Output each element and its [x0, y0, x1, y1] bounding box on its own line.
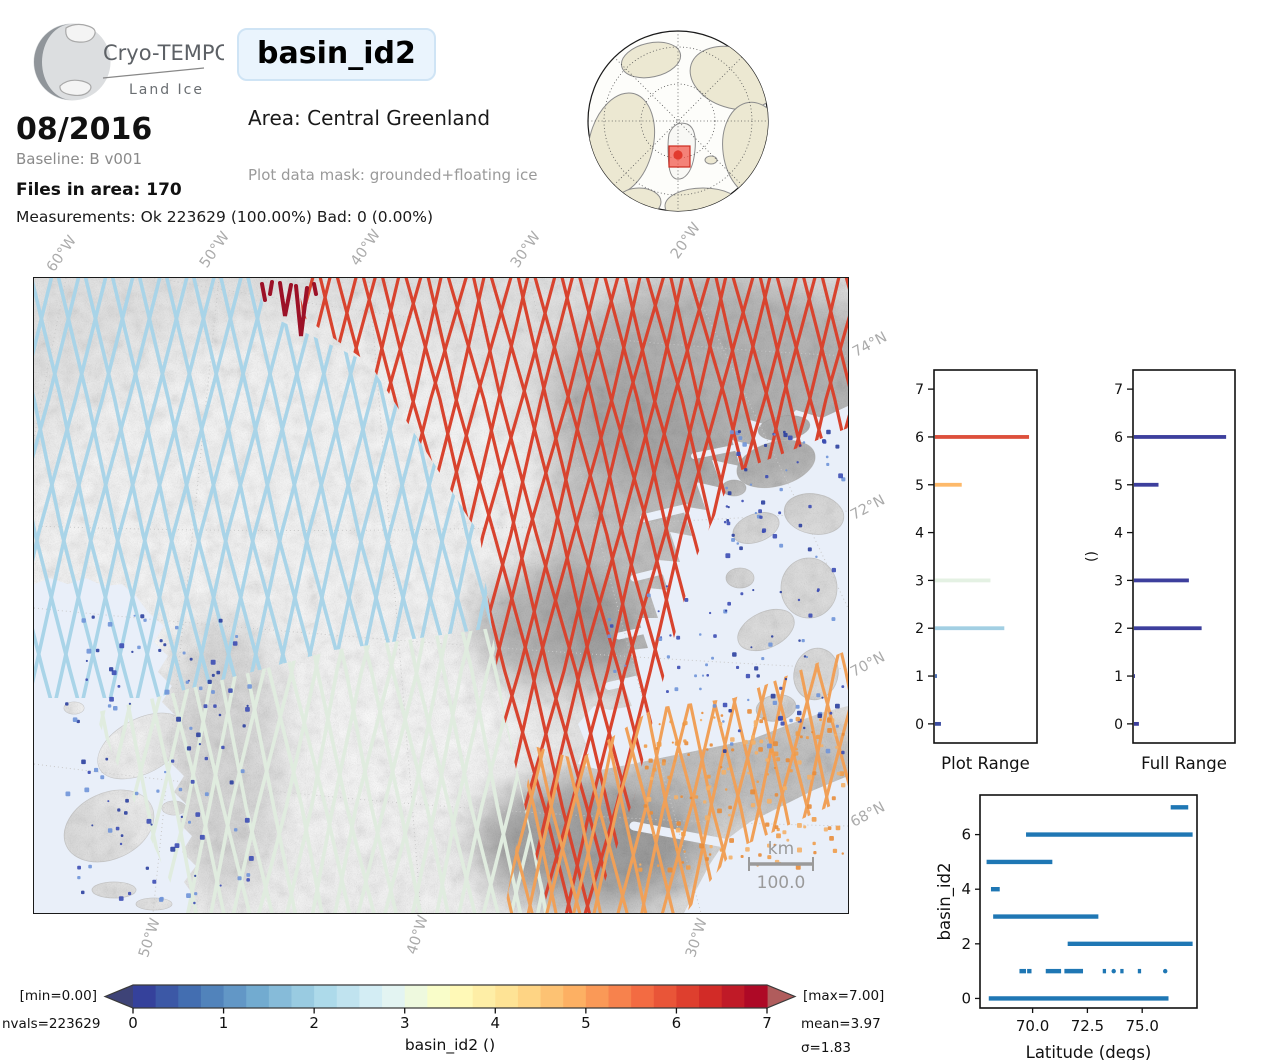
svg-text:6: 6 [961, 826, 971, 844]
svg-text:4: 4 [961, 880, 971, 898]
bar-6 [1134, 435, 1227, 439]
svg-text:3: 3 [915, 573, 924, 589]
bar-3 [935, 578, 991, 583]
bar-1 [1134, 674, 1135, 678]
lon-label-bot-50w: 50°W [136, 916, 164, 960]
svg-text:2: 2 [915, 621, 924, 637]
logo-greenland-icon [65, 23, 96, 43]
svg-text:Full Range: Full Range [1141, 754, 1227, 772]
svg-text:2: 2 [1114, 621, 1123, 637]
scalebar-unit: km [768, 839, 794, 859]
scalebar-length: 100.0 [757, 873, 806, 893]
bar-0 [935, 721, 941, 726]
svg-text:2: 2 [961, 935, 971, 953]
lon-label-top-40w: 40°W [347, 227, 385, 269]
svg-text:0: 0 [1114, 717, 1123, 733]
svg-text:0: 0 [128, 1014, 138, 1032]
svg-text:70.0: 70.0 [1016, 1017, 1049, 1035]
lon-label-top-30w: 30°W [507, 229, 545, 271]
logo-title: Cryo-TEMPO [103, 41, 224, 65]
lat-label-68n: 68°N [848, 799, 888, 831]
plot-mask-label: Plot data mask: grounded+floating ice [248, 166, 538, 184]
variable-badge: basin_id2 [237, 28, 436, 81]
svg-text:basin_id2: basin_id2 [935, 862, 955, 940]
bar-5 [935, 482, 962, 487]
colorbar: 0 1 2 3 4 5 6 7 basin_id2 () [min=0.00] nvals=2236… [2, 984, 884, 1056]
coastal-data-speckles [65, 429, 846, 905]
map-scalebar: km 100.0 [748, 839, 814, 893]
bar-6 [935, 435, 1030, 439]
svg-text:6: 6 [672, 1014, 682, 1032]
svg-text:3: 3 [1114, 573, 1123, 589]
svg-text:0: 0 [915, 717, 924, 733]
files-in-area-label: Files in area: 170 [16, 180, 182, 200]
svg-text:6: 6 [1114, 430, 1123, 446]
area-label: Area: Central Greenland [248, 106, 491, 130]
svg-text:5: 5 [581, 1014, 591, 1032]
bar-0 [1134, 721, 1139, 726]
lon-label-top-20w: 20°W [667, 220, 705, 262]
plot-range-histogram: 0 1 2 3 4 5 6 7 Plot Range [915, 369, 1038, 772]
lon-label-top-60w: 60°W [43, 233, 81, 275]
svg-text:1: 1 [219, 1014, 229, 1032]
logo-subtitle: Land Ice [129, 82, 204, 98]
svg-text:[min=0.00]: [min=0.00] [20, 988, 97, 1004]
lat-label-70n: 70°N [848, 649, 888, 681]
measurements-label: Measurements: Ok 223629 (100.00%) Bad: 0… [16, 208, 434, 226]
svg-text:4: 4 [1114, 526, 1123, 542]
svg-text:0: 0 [961, 989, 971, 1007]
svg-text:basin_id2 (): basin_id2 () [405, 1036, 495, 1055]
logo-crescent-icon [34, 24, 72, 100]
bar-1 [935, 674, 937, 678]
svg-text:nvals=223629: nvals=223629 [2, 1016, 100, 1032]
logo-divider [102, 67, 205, 79]
bar-5 [1134, 482, 1159, 487]
svg-text:Plot Range: Plot Range [941, 754, 1030, 772]
lon-label-bot-40w: 40°W [404, 913, 432, 957]
bar-3 [1134, 578, 1189, 583]
latitude-scatter-plot: 70.0 72.5 75.0 0 2 4 6 Latitude (degs) basin_id2 [935, 794, 1198, 1060]
svg-text:7: 7 [915, 382, 924, 398]
svg-text:4: 4 [491, 1014, 501, 1032]
svg-text:5: 5 [1114, 478, 1123, 494]
globe-area-dot [673, 150, 683, 160]
svg-text:5: 5 [915, 478, 924, 494]
svg-text:1: 1 [915, 669, 924, 685]
svg-text:75.0: 75.0 [1125, 1017, 1158, 1035]
svg-text:72.5: 72.5 [1071, 1017, 1104, 1035]
svg-text:7: 7 [762, 1014, 772, 1032]
lon-label-top-50w: 50°W [196, 229, 234, 271]
svg-text:Latitude (degs): Latitude (degs) [1026, 1043, 1152, 1060]
track-group-basin2-lightblue [34, 278, 492, 698]
date-label: 08/2016 [16, 112, 153, 147]
logo-globe [33, 23, 111, 101]
bar-2 [935, 626, 1005, 631]
svg-text:1: 1 [1114, 669, 1123, 685]
svg-text:2: 2 [309, 1014, 319, 1032]
full-range-histogram: 0 1 2 3 4 5 6 7 Full Range () [1084, 369, 1236, 772]
svg-text:mean=3.97: mean=3.97 [801, 1016, 881, 1032]
cryo-tempo-logo: Cryo-TEMPO Land Ice [33, 23, 224, 101]
basin7-crimson-tracks [260, 280, 318, 337]
map-graticule [34, 278, 848, 913]
svg-text:6: 6 [915, 430, 924, 446]
lat-label-72n: 72°N [848, 492, 888, 524]
svg-text:7: 7 [1114, 382, 1123, 398]
svg-text:3: 3 [400, 1014, 410, 1032]
svg-text:[max=7.00]: [max=7.00] [803, 988, 884, 1004]
globe-inset [587, 30, 769, 212]
svg-text:(): () [1084, 551, 1100, 562]
svg-text:4: 4 [915, 526, 924, 542]
track-group-basin5-orange [504, 650, 848, 913]
lon-label-bot-30w: 30°W [683, 916, 711, 960]
globe-land [588, 41, 768, 211]
baseline-label: Baseline: B v001 [16, 150, 142, 168]
greenland-track-map: km 100.0 [33, 277, 849, 914]
logo-antarctica-icon [59, 79, 92, 97]
bar-2 [1134, 626, 1202, 631]
lat-label-74n: 74°N [850, 329, 890, 361]
svg-text:σ=1.83: σ=1.83 [801, 1040, 851, 1056]
